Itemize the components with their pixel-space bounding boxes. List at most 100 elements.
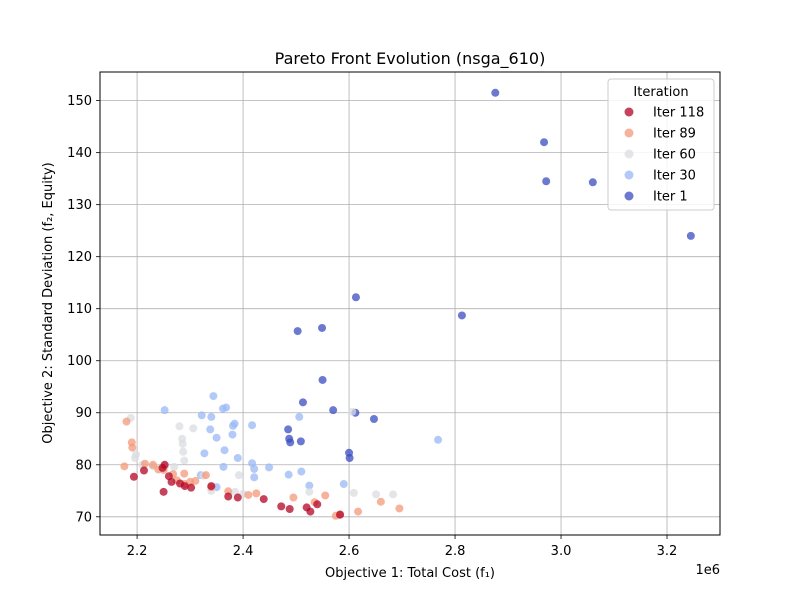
y-axis-label: Objective 2: Standard Deviation (f₂, Equ… xyxy=(41,162,56,443)
data-point-iter-1 xyxy=(351,293,360,302)
x-tick-label: 2.6 xyxy=(339,544,360,559)
data-point-iter-30 xyxy=(297,467,306,476)
data-point-iter-118 xyxy=(313,500,322,509)
y-tick-label: 130 xyxy=(67,198,92,213)
data-point-iter-89 xyxy=(128,443,137,452)
data-point-iter-30 xyxy=(284,470,293,479)
legend-marker xyxy=(624,191,634,201)
data-point-iter-30 xyxy=(233,454,242,463)
data-point-iter-60 xyxy=(348,407,357,416)
data-point-iter-60 xyxy=(305,487,314,496)
data-point-iter-60 xyxy=(349,488,358,497)
x-tick-label: 2.2 xyxy=(127,544,148,559)
data-point-iter-1 xyxy=(369,414,378,423)
data-point-iter-89 xyxy=(289,493,298,502)
legend-title: Iteration xyxy=(633,85,688,100)
data-point-iter-118 xyxy=(306,507,315,516)
data-point-iter-1 xyxy=(329,406,338,415)
data-point-iter-118 xyxy=(277,502,286,511)
data-point-iter-30 xyxy=(250,464,259,473)
data-point-iter-30 xyxy=(434,435,443,444)
data-point-iter-118 xyxy=(259,495,268,504)
data-point-iter-60 xyxy=(130,454,139,463)
data-points xyxy=(120,88,695,520)
data-point-iter-1 xyxy=(491,88,500,97)
data-point-iter-118 xyxy=(167,477,176,486)
data-point-iter-30 xyxy=(212,433,221,442)
data-point-iter-1 xyxy=(457,311,466,320)
data-point-iter-30 xyxy=(339,480,348,489)
data-point-iter-1 xyxy=(318,323,327,332)
legend-label: Iter 60 xyxy=(653,148,696,163)
y-tick-label: 140 xyxy=(67,146,92,161)
data-point-iter-118 xyxy=(336,510,345,519)
data-point-iter-118 xyxy=(129,472,138,481)
data-point-iter-60 xyxy=(180,456,189,465)
data-point-iter-60 xyxy=(170,462,179,471)
chart-title: Pareto Front Evolution (nsga_610) xyxy=(275,49,546,69)
data-point-iter-30 xyxy=(219,462,228,471)
data-point-iter-1 xyxy=(540,138,549,147)
data-point-iter-89 xyxy=(252,489,261,498)
data-point-iter-30 xyxy=(228,430,237,439)
x-tick-label: 2.4 xyxy=(233,544,254,559)
data-point-iter-30 xyxy=(248,421,257,430)
plot-area-frame xyxy=(99,71,721,536)
legend-label: Iter 118 xyxy=(653,106,704,121)
data-point-iter-30 xyxy=(265,463,274,472)
data-point-iter-30 xyxy=(220,446,229,455)
data-point-iter-89 xyxy=(376,497,385,506)
data-point-iter-118 xyxy=(160,460,169,469)
data-point-iter-30 xyxy=(206,425,215,434)
legend-marker xyxy=(624,149,634,159)
legend-items: Iter 118 Iter 89 Iter 60 Iter 30 Iter 1 xyxy=(624,106,704,205)
data-point-iter-60 xyxy=(178,439,187,448)
data-point-iter-1 xyxy=(686,231,695,240)
data-point-iter-1 xyxy=(588,178,597,187)
data-point-iter-1 xyxy=(298,398,307,407)
data-point-iter-118 xyxy=(233,493,242,502)
x-tick-label: 3.2 xyxy=(657,544,678,559)
data-point-iter-1 xyxy=(286,438,295,447)
y-tick-label: 70 xyxy=(75,510,92,525)
data-point-iter-89 xyxy=(191,476,200,485)
data-point-iter-89 xyxy=(180,469,189,478)
data-point-iter-89 xyxy=(244,490,253,499)
data-point-iter-60 xyxy=(234,471,243,480)
x-axis-offset-label: 1e6 xyxy=(695,563,720,578)
x-tick-label: 2.8 xyxy=(445,544,466,559)
data-point-iter-89 xyxy=(321,491,330,500)
data-point-iter-118 xyxy=(139,466,148,475)
data-point-iter-30 xyxy=(218,404,227,413)
data-point-iter-30 xyxy=(200,449,209,458)
data-point-iter-89 xyxy=(148,460,157,469)
axis-ticks: 2.2 2.4 2.6 2.8 3.0 3.2 70 80 90 100 110 120 130 140 1… xyxy=(67,94,677,559)
data-point-iter-118 xyxy=(224,492,233,501)
data-point-iter-89 xyxy=(122,417,131,426)
data-point-iter-60 xyxy=(179,447,188,456)
x-tick-label: 3.0 xyxy=(551,544,572,559)
y-tick-label: 80 xyxy=(75,458,92,473)
data-point-iter-30 xyxy=(197,411,206,420)
data-point-iter-89 xyxy=(141,459,150,468)
data-point-iter-60 xyxy=(372,490,381,499)
data-point-iter-118 xyxy=(180,482,189,491)
data-point-iter-60 xyxy=(389,490,398,499)
y-tick-label: 90 xyxy=(75,406,92,421)
data-point-iter-30 xyxy=(209,392,218,401)
legend-box xyxy=(607,78,715,211)
data-point-iter-30 xyxy=(160,406,169,415)
data-point-iter-60 xyxy=(175,422,184,431)
data-point-iter-30 xyxy=(295,412,304,421)
data-point-iter-1 xyxy=(296,437,305,446)
legend-marker xyxy=(624,107,634,117)
data-point-iter-30 xyxy=(250,473,259,482)
legend-label: Iter 30 xyxy=(653,169,696,184)
data-point-iter-118 xyxy=(187,483,196,492)
data-point-iter-30 xyxy=(207,412,216,421)
data-point-iter-1 xyxy=(345,454,354,463)
data-point-iter-89 xyxy=(120,462,129,471)
y-tick-label: 110 xyxy=(67,302,92,317)
